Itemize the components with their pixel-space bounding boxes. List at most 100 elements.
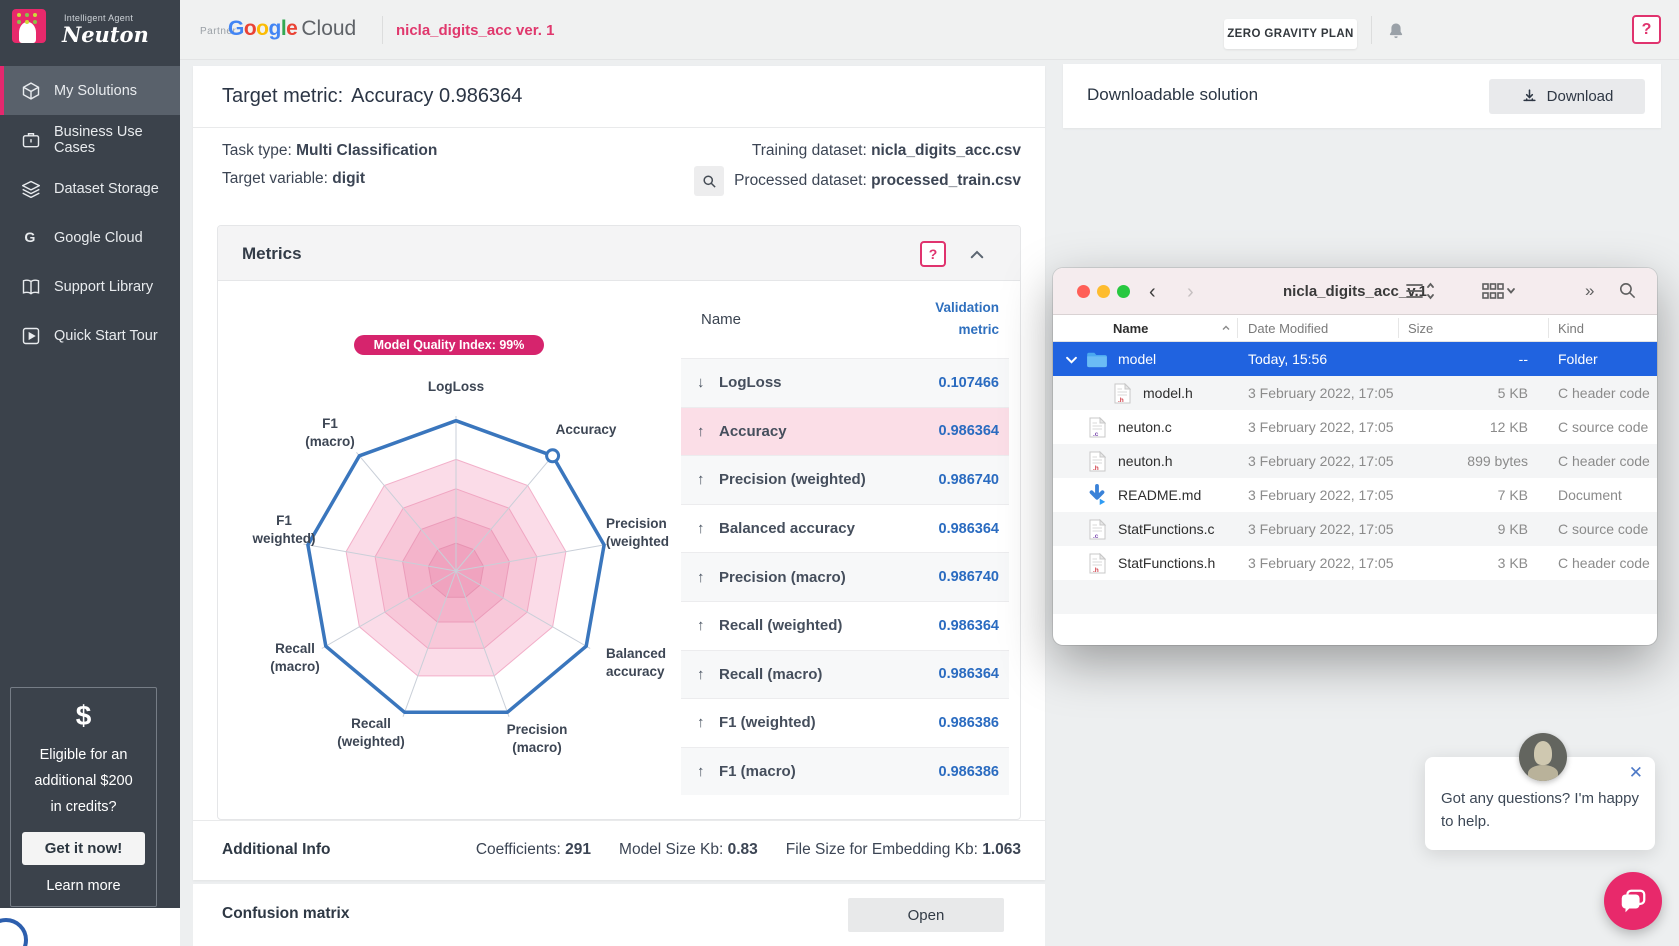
sidebar-item-google-cloud[interactable]: GGoogle Cloud xyxy=(0,213,180,262)
file-kind: Folder xyxy=(1558,351,1598,367)
metric-name: LogLoss xyxy=(719,374,782,391)
metric-name: Precision (weighted) xyxy=(719,471,866,488)
list-view-icon[interactable] xyxy=(1405,281,1435,306)
file-date: 3 February 2022, 17:05 xyxy=(1248,419,1394,435)
download-button[interactable]: Download xyxy=(1489,79,1645,114)
finder-row-model-h[interactable]: .hmodel.h3 February 2022, 17:055 KBC hea… xyxy=(1053,376,1657,410)
confusion-matrix-title: Confusion matrix xyxy=(222,905,349,923)
file-size: 5 KB xyxy=(1408,385,1528,401)
close-icon[interactable]: ✕ xyxy=(1629,763,1643,783)
metric-row-f1macro[interactable]: ↑F1 (macro)0.986386 xyxy=(681,747,1009,796)
sidebar-item-business-use-cases[interactable]: Business Use Cases xyxy=(0,115,180,164)
file-date: 3 February 2022, 17:05 xyxy=(1248,453,1394,469)
processed-dataset-label: Processed dataset: xyxy=(734,172,867,189)
finder-search-icon[interactable] xyxy=(1618,281,1637,305)
file-name: StatFunctions.c xyxy=(1118,521,1215,537)
target-variable-value: digit xyxy=(332,170,365,187)
metric-row-precisionweighted[interactable]: ↑Precision (weighted)0.986740 xyxy=(681,455,1009,504)
target-metric-value: Accuracy 0.986364 xyxy=(351,85,522,107)
column-divider xyxy=(1237,318,1238,338)
metrics-table-rows: ↓LogLoss0.107466↑Accuracy0.986364↑Precis… xyxy=(681,358,1009,795)
metrics-table-header: Name Validation metric xyxy=(681,281,1009,358)
finder-row-readme-md[interactable]: README.md3 February 2022, 17:057 KBDocum… xyxy=(1053,478,1657,512)
validation-metric-column-header: Validation metric xyxy=(935,297,999,341)
metric-row-balancedaccuracy[interactable]: ↑Balanced accuracy0.986364 xyxy=(681,504,1009,553)
logo-dot xyxy=(17,20,21,24)
bell-icon[interactable] xyxy=(1386,21,1406,41)
get-it-now-button[interactable]: Get it now! xyxy=(22,832,145,865)
finder-file-list: modelToday, 15:56--Folder.hmodel.h3 Febr… xyxy=(1053,342,1657,580)
finder-row-neuton-h[interactable]: .hneuton.h3 February 2022, 17:05899 byte… xyxy=(1053,444,1657,478)
arrow-up-icon: ↑ xyxy=(697,714,719,731)
column-header-date[interactable]: Date Modified xyxy=(1248,321,1328,336)
metric-row-precisionmacro[interactable]: ↑Precision (macro)0.986740 xyxy=(681,552,1009,601)
target-metric: Target metric:Accuracy 0.986364 xyxy=(222,85,522,108)
logo-dot xyxy=(25,20,29,24)
validation-header-line1: Validation xyxy=(935,297,999,319)
google-wordmark: Google xyxy=(228,17,297,40)
file-kind: C header code xyxy=(1558,453,1650,469)
google-g-icon: G xyxy=(20,227,42,249)
column-header-name[interactable]: Name xyxy=(1113,321,1148,336)
metric-row-accuracy[interactable]: ↑Accuracy0.986364 xyxy=(681,407,1009,456)
processed-dataset-value: processed_train.csv xyxy=(871,172,1021,189)
collapse-chevron-icon[interactable] xyxy=(968,246,986,264)
finder-row-model[interactable]: modelToday, 15:56--Folder xyxy=(1053,342,1657,376)
task-type-label: Task type: xyxy=(222,142,292,159)
task-type: Task type: Multi Classification xyxy=(222,142,437,160)
task-type-value: Multi Classification xyxy=(296,142,437,159)
downloadable-solution-bar: Downloadable solution Download xyxy=(1063,64,1661,128)
disclosure-chevron-icon[interactable] xyxy=(1066,351,1078,367)
metric-name: Balanced accuracy xyxy=(719,520,855,537)
file-kind: C source code xyxy=(1558,521,1648,537)
search-icon[interactable] xyxy=(694,166,724,196)
target-variable: Target variable: digit xyxy=(222,170,365,188)
chat-launcher-button[interactable] xyxy=(1604,872,1662,930)
help-button[interactable]: ? xyxy=(1632,15,1661,44)
layers-icon xyxy=(20,178,42,200)
processed-dataset: Processed dataset: processed_train.csv xyxy=(734,172,1021,190)
plan-button[interactable]: ZERO GRAVITY PLAN xyxy=(1224,19,1357,49)
svg-text:G: G xyxy=(24,230,35,246)
column-header-kind[interactable]: Kind xyxy=(1558,321,1584,336)
finder-row-statfunctions-h[interactable]: .hStatFunctions.h3 February 2022, 17:053… xyxy=(1053,546,1657,580)
chat-agent-avatar xyxy=(1519,733,1567,781)
target-metric-bar: Target metric:Accuracy 0.986364 xyxy=(193,66,1045,128)
metric-row-recallweighted[interactable]: ↑Recall (weighted)0.986364 xyxy=(681,601,1009,650)
column-header-size[interactable]: Size xyxy=(1408,321,1433,336)
neuton-logo[interactable]: Intelligent Agent Neuton xyxy=(12,9,172,47)
svg-text:F1(macro): F1(macro) xyxy=(305,416,355,449)
svg-text:Recall(weighted): Recall(weighted) xyxy=(337,716,405,749)
learn-more-link[interactable]: Learn more xyxy=(11,878,156,894)
finder-row-statfunctions-c[interactable]: .cStatFunctions.c3 February 2022, 17:059… xyxy=(1053,512,1657,546)
more-toolbar-icon[interactable]: » xyxy=(1585,281,1594,301)
topbar-divider xyxy=(382,16,383,44)
metrics-help-button[interactable]: ? xyxy=(920,241,946,267)
metric-row-logloss[interactable]: ↓LogLoss0.107466 xyxy=(681,358,1009,407)
finder-titlebar[interactable]: ‹ › nicla_digits_acc_v.1 » xyxy=(1053,268,1657,315)
metrics-panel-header: Metrics ? xyxy=(218,226,1020,281)
svg-text:Precision(weighted: Precision(weighted xyxy=(606,516,669,549)
sidebar-item-my-solutions[interactable]: My Solutions xyxy=(0,66,180,115)
sidebar-item-quick-start-tour[interactable]: Quick Start Tour xyxy=(0,311,180,360)
chat-message: Got any questions? I'm happy to help. xyxy=(1441,787,1641,833)
sidebar-item-support-library[interactable]: Support Library xyxy=(0,262,180,311)
sidebar-item-dataset-storage[interactable]: Dataset Storage xyxy=(0,164,180,213)
group-view-icon[interactable] xyxy=(1481,281,1517,306)
open-button[interactable]: Open xyxy=(848,898,1004,932)
file-date: 3 February 2022, 17:05 xyxy=(1248,555,1394,571)
sidebar-item-label: Quick Start Tour xyxy=(54,328,158,344)
finder-row-neuton-c[interactable]: .cneuton.c3 February 2022, 17:0512 KBC s… xyxy=(1053,410,1657,444)
arrow-up-icon: ↑ xyxy=(697,423,719,440)
metric-row-recallmacro[interactable]: ↑Recall (macro)0.986364 xyxy=(681,650,1009,699)
metric-name: Precision (macro) xyxy=(719,569,846,586)
arrow-up-icon: ↑ xyxy=(697,617,719,634)
metric-row-f1weighted[interactable]: ↑F1 (weighted)0.986386 xyxy=(681,698,1009,747)
logo-dot xyxy=(33,13,37,17)
metrics-panel: Metrics ? Model Quality Index: 99% LogLo… xyxy=(217,225,1021,820)
processed-dataset-row: Processed dataset: processed_train.csv xyxy=(694,166,1021,196)
training-dataset-label: Training dataset: xyxy=(752,142,867,159)
finder-column-headers: Name Date Modified Size Kind xyxy=(1053,315,1657,342)
validation-header-line2: metric xyxy=(935,319,999,341)
training-dataset: Training dataset: nicla_digits_acc.csv xyxy=(752,142,1021,160)
